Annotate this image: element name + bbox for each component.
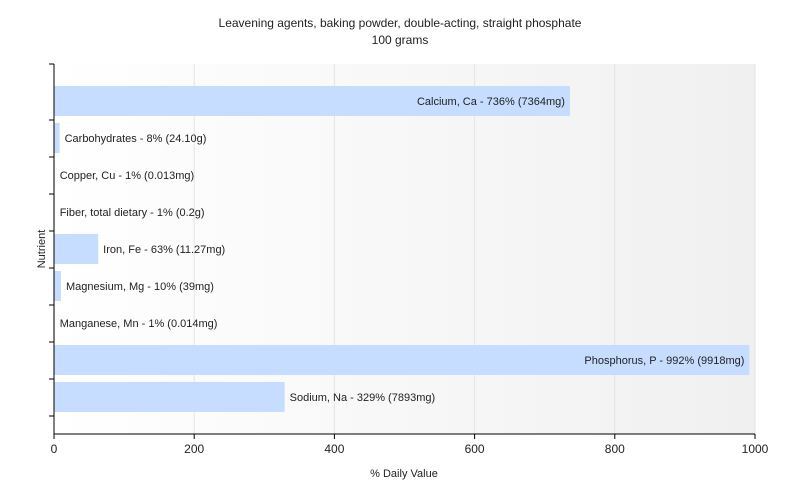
bar-label: Sodium, Na - 329% (7893mg) [290, 392, 436, 404]
bar-label: Carbohydrates - 8% (24.10g) [65, 133, 207, 145]
chart-subtitle: 100 grams [372, 33, 429, 47]
bar-label: Calcium, Ca - 736% (7364mg) [417, 96, 565, 108]
x-tick-label: 1000 [742, 442, 769, 456]
bar-label: Phosphorus, P - 992% (9918mg) [584, 355, 744, 367]
y-axis-label: Nutrient [36, 230, 48, 269]
x-tick-label: 800 [605, 442, 625, 456]
bar-label: Magnesium, Mg - 10% (39mg) [66, 281, 214, 293]
bar-label: Iron, Fe - 63% (11.27mg) [103, 244, 225, 256]
bar-label: Fiber, total dietary - 1% (0.2g) [60, 207, 205, 219]
bar [54, 123, 60, 153]
bar-label: Manganese, Mn - 1% (0.014mg) [60, 318, 218, 330]
x-tick-label: 600 [465, 442, 485, 456]
bar [54, 234, 99, 264]
bar [54, 382, 285, 412]
bar [54, 86, 570, 116]
bar [54, 271, 62, 301]
x-axis-label: % Daily Value [370, 468, 438, 480]
chart-title: Leavening agents, baking powder, double-… [219, 16, 582, 30]
bar-label: Copper, Cu - 1% (0.013mg) [60, 170, 195, 182]
x-tick-label: 0 [51, 442, 58, 456]
x-tick-label: 200 [184, 442, 204, 456]
x-tick-label: 400 [324, 442, 344, 456]
bar [54, 345, 750, 375]
